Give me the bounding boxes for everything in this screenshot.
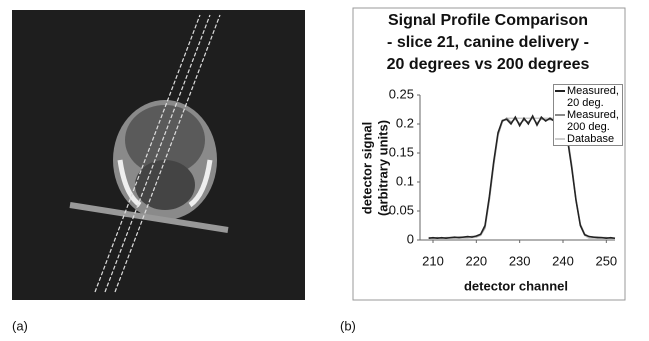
x-tick-label: 210 <box>422 253 444 268</box>
y-tick-label: 0 <box>407 231 414 246</box>
chart-title: Signal Profile Comparison <box>388 12 588 29</box>
legend: Measured, 20 deg.Measured, 200 deg.Datab… <box>553 84 623 146</box>
panel-label: (a) <box>12 318 28 333</box>
legend-item: Measured, 20 deg. <box>554 85 622 109</box>
y-tick-label: 0.25 <box>389 86 414 101</box>
legend-item: Database <box>554 133 622 145</box>
y-axis-label: detector signal <box>359 122 374 214</box>
x-tick-label: 230 <box>509 253 531 268</box>
legend-item: Measured, 200 deg. <box>554 109 622 133</box>
x-axis-label: detector channel <box>464 278 568 293</box>
legend-swatch <box>555 114 565 116</box>
legend-label: Measured, 20 deg. <box>567 85 621 109</box>
legend-swatch <box>555 90 565 92</box>
page: (a) (b) Signal Profile Comparison - slic… <box>0 0 649 341</box>
y-tick-label: 0.1 <box>396 173 414 188</box>
figure: (a) (b) Signal Profile Comparison - slic… <box>0 0 649 341</box>
legend-label: Measured, 200 deg. <box>567 109 621 133</box>
chart-title: - slice 21, canine delivery - <box>387 34 589 51</box>
chart-title: 20 degrees vs 200 degrees <box>387 56 590 73</box>
x-tick-label: 220 <box>465 253 487 268</box>
ct-image <box>12 10 305 300</box>
legend-swatch <box>555 138 565 140</box>
panel-label: (b) <box>340 318 356 333</box>
legend-label: Database <box>567 133 614 145</box>
y-tick-label: 0.15 <box>389 144 414 159</box>
y-tick-label: 0.05 <box>389 202 414 217</box>
y-tick-label: 0.2 <box>396 115 414 130</box>
x-tick-label: 250 <box>595 253 617 268</box>
x-tick-label: 240 <box>552 253 574 268</box>
